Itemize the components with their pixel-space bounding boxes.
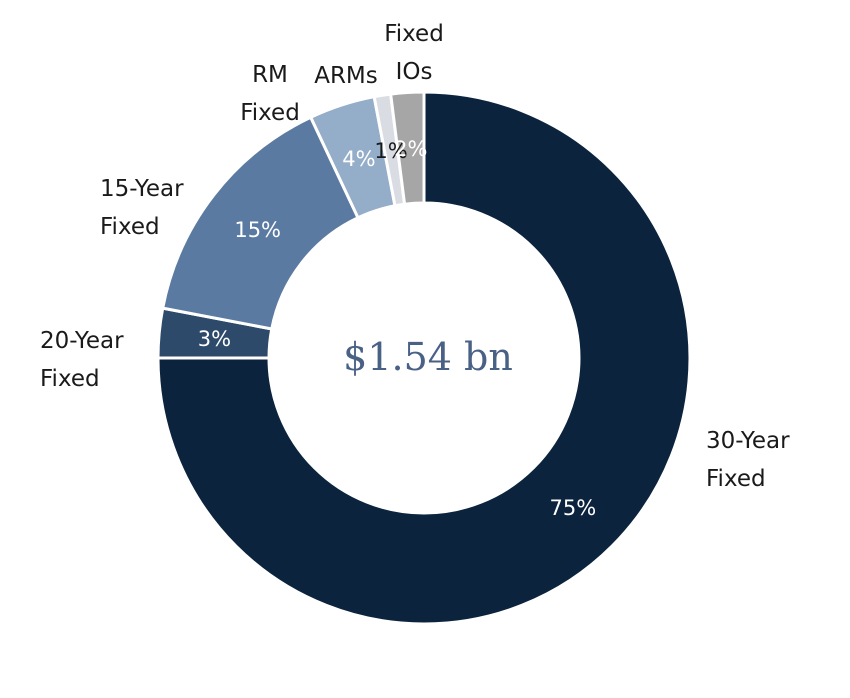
value-label-arms: 1%	[374, 139, 407, 163]
value-labels-group: 75% 3% 15% 4%1%2%	[198, 137, 596, 520]
category-label-20-year-fixed: 20-Year Fixed	[40, 328, 124, 392]
category-label-15-year-fixed: 15-Year Fixed	[100, 176, 184, 240]
category-label-arms: ARMs	[314, 63, 378, 89]
category-labels-group: 30-Year Fixed 20-Year Fixed 15-Year Fixed RM Fi…	[40, 21, 790, 492]
value-label-15-year-fixed: 15%	[234, 218, 281, 242]
center-total-label: $1.54 bn	[343, 335, 513, 379]
slice-30-year-fixed	[156, 90, 692, 626]
category-label-30-year-fixed: 30-Year Fixed	[706, 428, 790, 492]
slices-group	[156, 90, 692, 626]
category-label-rm-fixed: RM Fixed	[240, 62, 300, 126]
value-label-30-year-fixed: 75%	[550, 496, 597, 520]
category-label-fixed-ios: Fixed IOs	[384, 21, 444, 85]
value-label-rm-fixed: 4%	[342, 147, 375, 171]
value-label-fixed-ios: 2%	[394, 137, 427, 161]
value-label-20-year-fixed: 3%	[198, 327, 231, 351]
slice-fixed-ios	[388, 90, 426, 206]
